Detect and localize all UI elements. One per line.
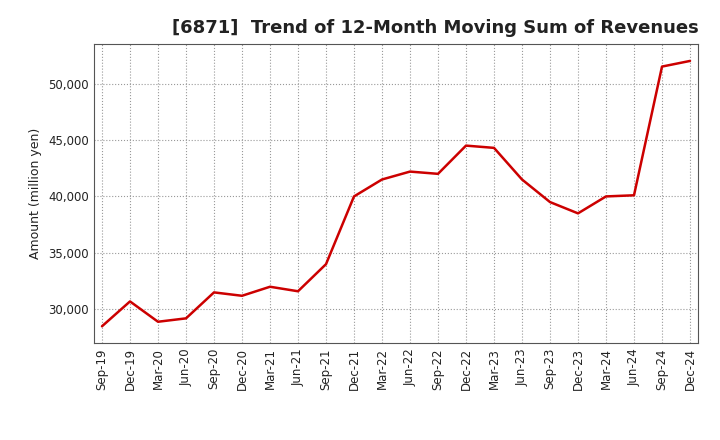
Text: [6871]  Trend of 12-Month Moving Sum of Revenues: [6871] Trend of 12-Month Moving Sum of R…: [172, 19, 699, 37]
Y-axis label: Amount (million yen): Amount (million yen): [30, 128, 42, 259]
